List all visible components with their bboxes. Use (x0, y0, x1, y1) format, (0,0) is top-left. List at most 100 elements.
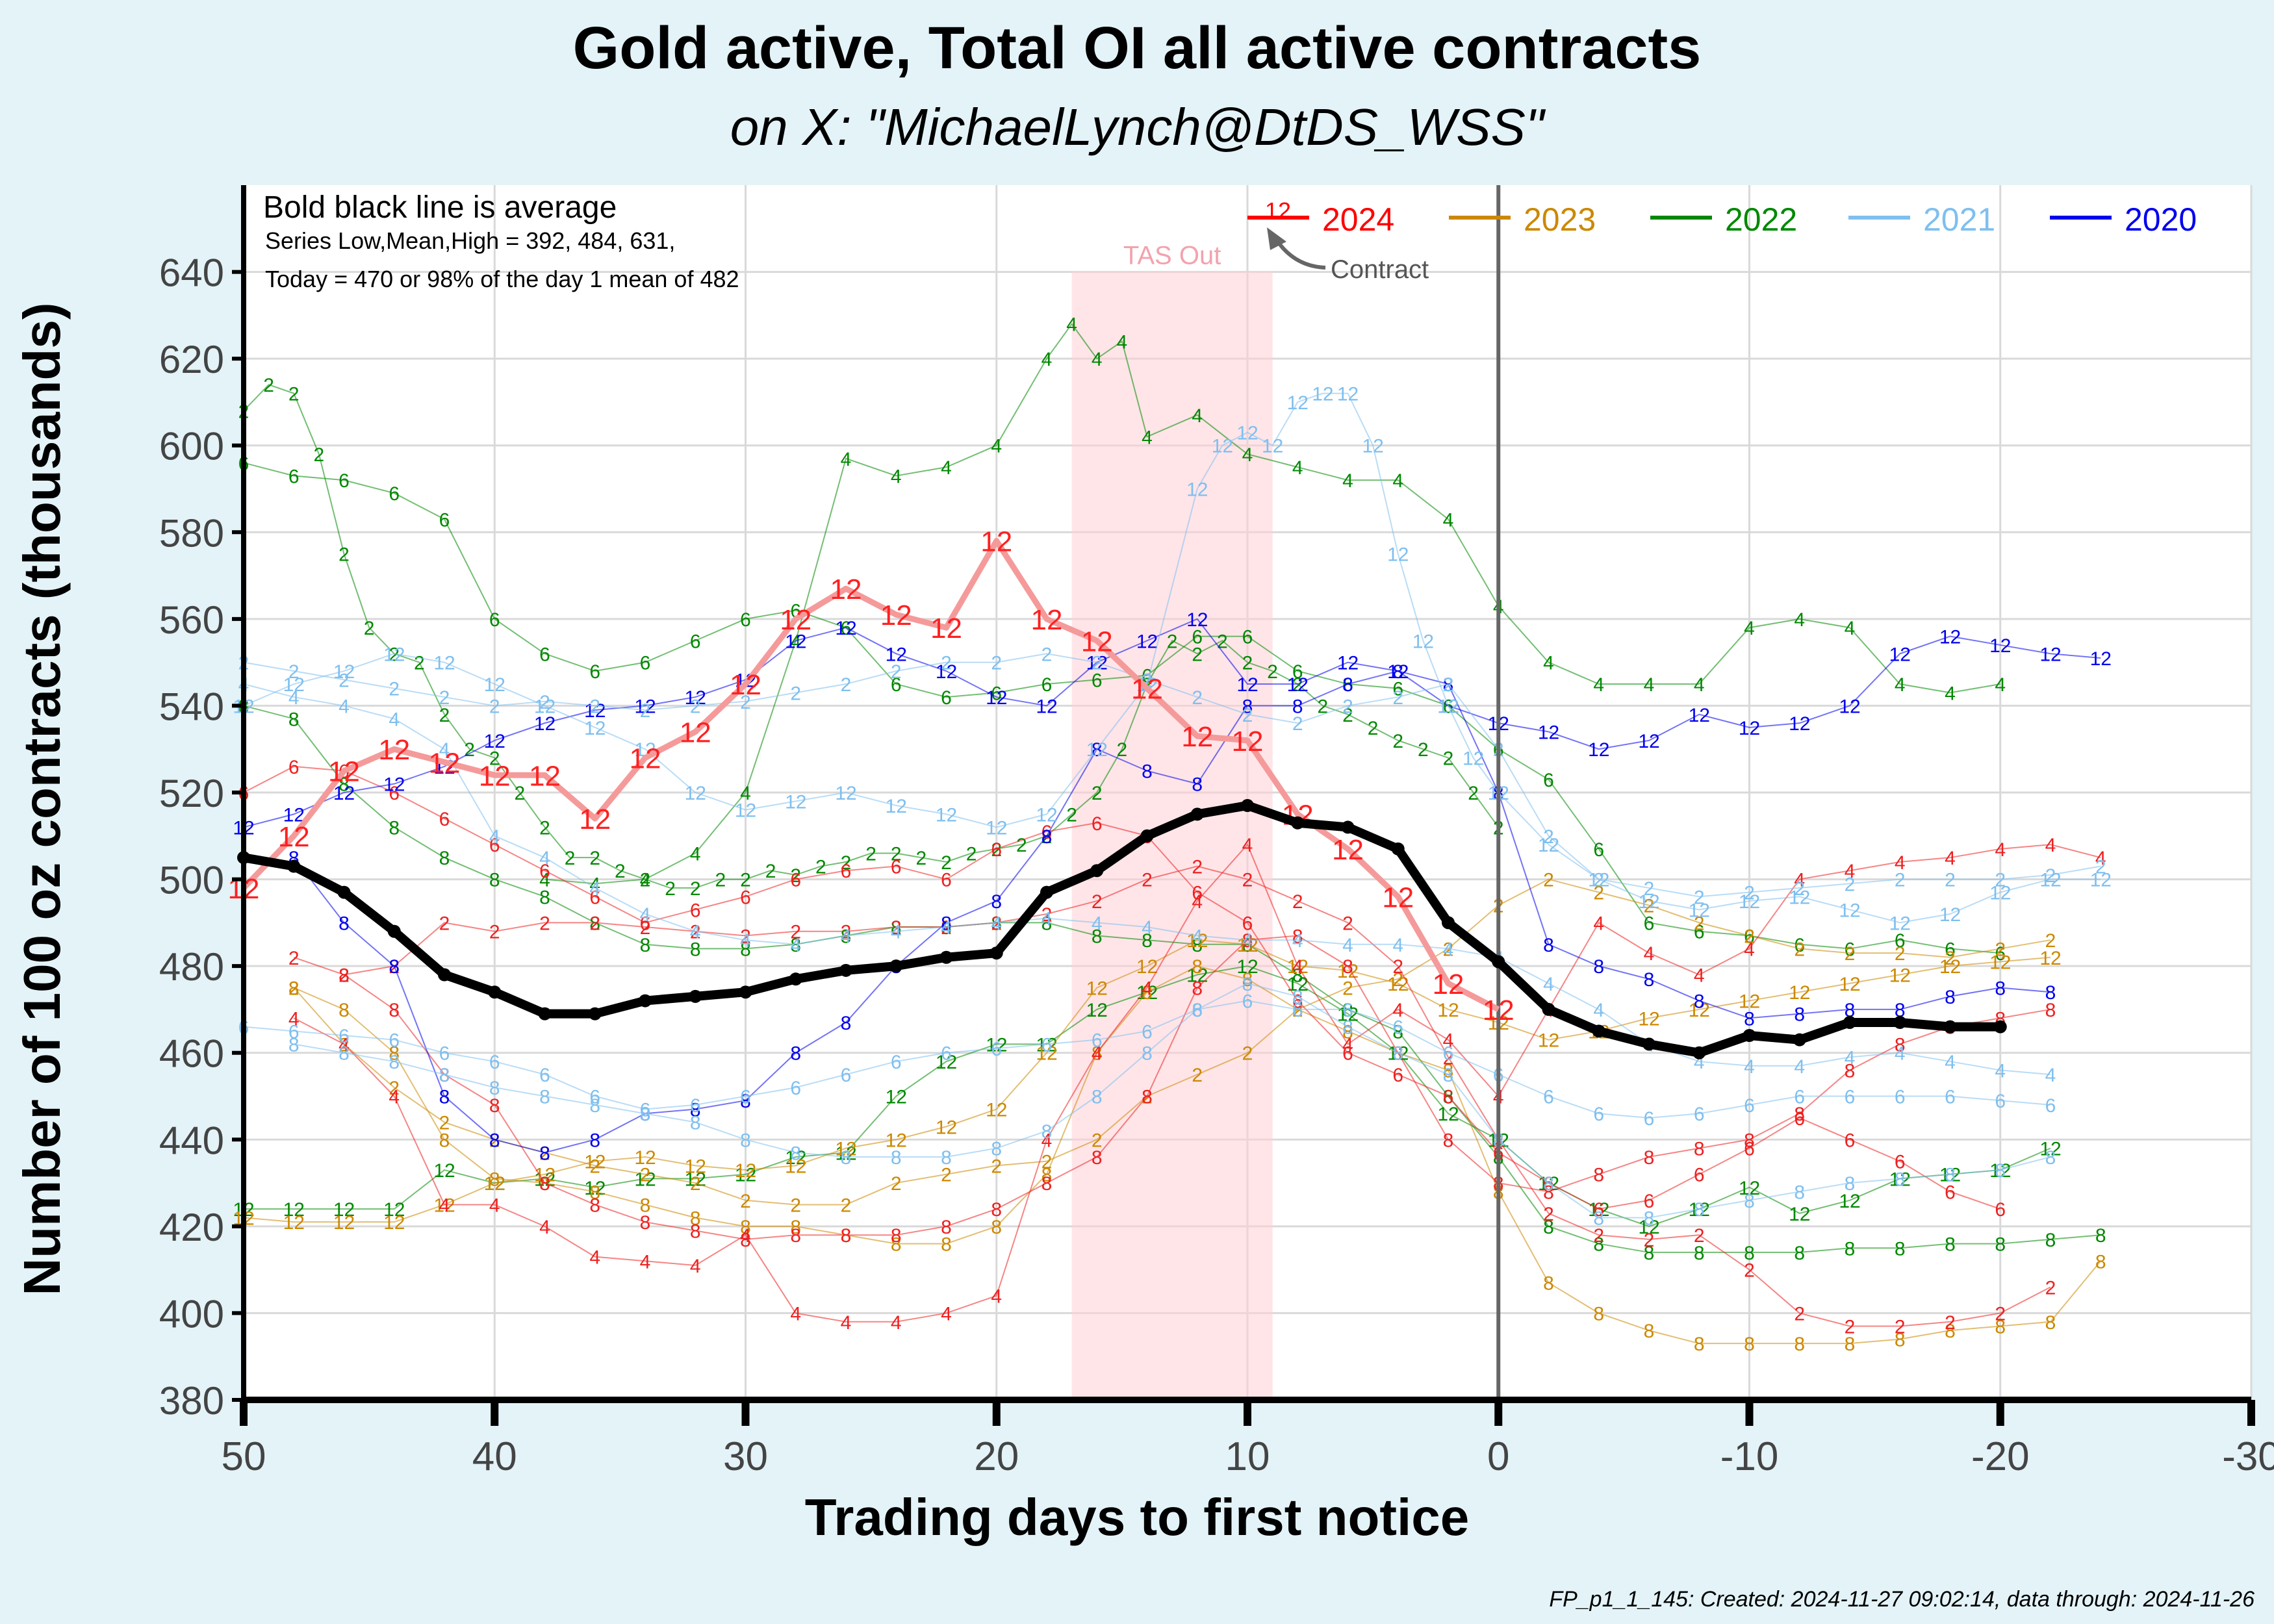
series-point-label: 8 (489, 1095, 500, 1117)
series-point-label: 12 (1739, 891, 1760, 913)
average-point (588, 1007, 602, 1021)
series-point-label: 8 (339, 774, 350, 796)
series-point-label: 8 (1593, 1234, 1604, 1256)
series-point-label: 8 (790, 1225, 801, 1247)
series-point-label: 2 (565, 848, 576, 869)
series-point-label: 4 (439, 1195, 450, 1216)
series-point-label: 4 (389, 709, 400, 730)
series-line-2024-4 (293, 843, 2101, 1323)
series-point-label: 2 (339, 1034, 350, 1056)
series-point-label: 8 (941, 1147, 952, 1169)
series-point-label: 4 (539, 870, 550, 891)
series-point-label: 8 (1845, 1000, 1856, 1021)
series-point-label: 6 (288, 466, 300, 487)
series-point-label: 4 (1794, 870, 1805, 891)
y-tick-label: 600 (159, 425, 224, 468)
series-point-label: 2 (1292, 1000, 1303, 1021)
series-point-label: 8 (1092, 1087, 1103, 1108)
series-point-label: 2 (916, 848, 927, 869)
series-point-label: 12 (1989, 635, 2011, 657)
series-bold-point-label: 12 (1232, 726, 1264, 757)
series-point-label: 12 (835, 783, 856, 804)
series-point-label: 8 (790, 1043, 801, 1065)
series-bold-point-label: 12 (980, 526, 1012, 558)
series-point-label: 12 (433, 1160, 455, 1182)
series-point-label: 4 (2045, 1065, 2056, 1086)
series-point-label: 4 (1794, 1056, 1805, 1078)
average-point (438, 968, 451, 982)
average-point (387, 924, 401, 938)
series-point-label: 12 (1538, 722, 1559, 744)
series-point-label: 12 (936, 804, 957, 826)
series-point-label: 2 (1292, 674, 1303, 696)
series-point-label: 12 (1638, 1008, 1659, 1030)
series-point-label: 4 (2045, 835, 2056, 856)
series-point-label: 12 (383, 644, 405, 665)
series-point-label: 2 (1242, 1043, 1253, 1065)
series-point-label: 2 (841, 922, 852, 943)
series-point-label: 2 (841, 852, 852, 874)
series-point-label: 8 (489, 1130, 500, 1151)
series-point-label: 12 (986, 687, 1007, 709)
series-point-label: 8 (2095, 1251, 2106, 1273)
series-point-label: 8 (690, 1221, 701, 1243)
series-point-label: 4 (1744, 618, 1755, 639)
series-bold-point-label: 12 (1332, 834, 1364, 866)
series-point-label: 8 (640, 935, 651, 956)
series-point-label: 2 (1242, 653, 1253, 674)
series-point-label: 6 (1192, 1000, 1203, 1021)
series-point-label: 6 (1543, 1173, 1554, 1195)
series-point-label: 8 (439, 848, 450, 869)
series-point-label: 8 (690, 939, 701, 960)
axes: 3804004204404604805005205405605806006206… (159, 185, 2274, 1479)
series-point-label: 4 (1342, 935, 1353, 956)
x-tick-label: 10 (1225, 1434, 1270, 1479)
average-point (990, 946, 1003, 960)
series-point-label: 2 (1945, 870, 1956, 891)
series-point-label: 8 (1543, 1182, 1554, 1203)
average-point (1693, 1046, 1706, 1059)
series-point-label: 2 (790, 683, 801, 704)
series-point-label: 4 (489, 826, 500, 848)
series-bold-point-label: 12 (1433, 969, 1464, 1000)
series-point-label: 6 (1644, 1191, 1655, 1212)
y-tick-label: 400 (159, 1292, 224, 1336)
series-point-label: 4 (1392, 935, 1403, 956)
series-point-label: 8 (1142, 1087, 1153, 1108)
series-point-label: 2 (1092, 1130, 1103, 1151)
series-point-label: 6 (589, 887, 600, 908)
series-point-label: 2 (1192, 1065, 1203, 1086)
series-point-label: 12 (1036, 804, 1057, 826)
series-point-label: 2 (1593, 883, 1604, 904)
series-point-label: 6 (891, 857, 902, 878)
average-point (889, 959, 903, 973)
series-point-label: 8 (489, 1078, 500, 1099)
series-point-label: 8 (891, 1225, 902, 1247)
series-point-label: 4 (740, 1225, 751, 1247)
series-point-label: 8 (1142, 982, 1153, 1004)
series-point-label: 12 (785, 791, 806, 813)
series-point-label: 6 (1041, 822, 1053, 843)
series-point-label: 2 (865, 844, 876, 865)
series-point-label: 6 (1092, 1030, 1103, 1052)
series-point-label: 2 (891, 844, 902, 865)
series-point-label: 12 (1086, 739, 1108, 761)
series-line-2022-6 (243, 462, 2000, 954)
series-point-label: 6 (1845, 939, 1856, 960)
series-point-label: 8 (1845, 1334, 1856, 1355)
series-point-label: 12 (1036, 1043, 1057, 1065)
series-point-label: 8 (1292, 696, 1303, 717)
series-point-label: 6 (1593, 1104, 1604, 1125)
series-point-label: 12 (1036, 696, 1057, 717)
average-point (689, 989, 702, 1003)
series-point-label: 4 (640, 1251, 651, 1273)
series-bold-point-label: 12 (880, 600, 912, 631)
series-point-label: 2 (589, 848, 600, 869)
series-point-label: 2 (1644, 1230, 1655, 1251)
series-line-2021-8 (294, 982, 2051, 1219)
series-point-label: 8 (1593, 1303, 1604, 1325)
series-point-label: 2 (1342, 913, 1353, 934)
series-line-2023-12 (243, 939, 2051, 1223)
series-point-label: 12 (1638, 1217, 1659, 1238)
average-line (242, 801, 2000, 1058)
